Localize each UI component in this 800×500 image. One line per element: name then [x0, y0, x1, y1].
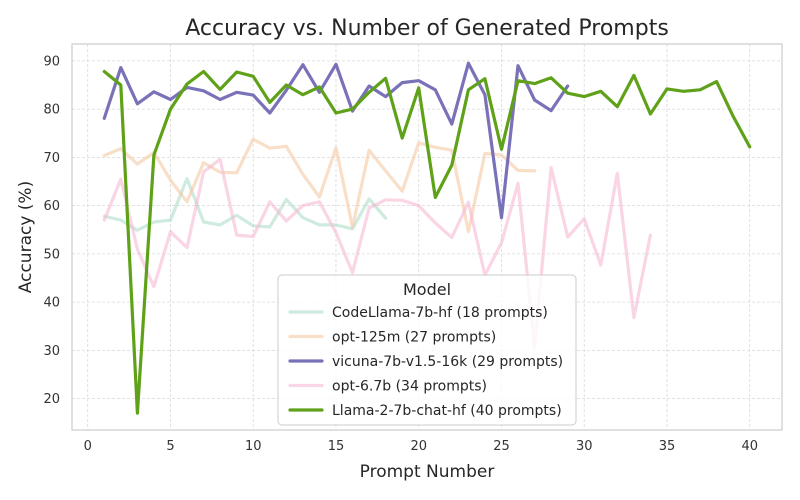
y-tick-label: 50 [43, 247, 60, 262]
legend-label-2: vicuna-7b-v1.5-16k (29 prompts) [332, 354, 563, 370]
x-tick-label: 15 [328, 439, 345, 454]
y-tick-label: 20 [43, 392, 60, 407]
series-line-3 [102, 157, 653, 350]
x-tick-label: 0 [84, 439, 92, 454]
legend-label-0: CodeLlama-7b-hf (18 prompts) [332, 305, 548, 321]
series-group [102, 61, 752, 415]
y-axis-label: Accuracy (%) [16, 181, 36, 293]
legend-items: CodeLlama-7b-hf (18 prompts) opt-125m (27… [288, 305, 563, 419]
y-tick-label: 90 [43, 54, 60, 69]
x-tick-label: 25 [493, 439, 510, 454]
x-tick-label: 35 [659, 439, 676, 454]
x-axis-label: Prompt Number [360, 462, 495, 482]
y-tick-label: 80 [43, 103, 60, 118]
legend-label-3: opt-6.7b (34 prompts) [332, 379, 487, 395]
x-tick-label: 20 [410, 439, 427, 454]
series-line-0 [102, 177, 388, 232]
x-tick-label: 40 [741, 439, 758, 454]
y-tick-label: 60 [43, 199, 60, 214]
plot-frame [71, 43, 783, 431]
y-tick-label: 30 [43, 344, 60, 359]
x-tick-label: 5 [166, 439, 174, 454]
legend-box [277, 274, 577, 426]
chart-title: Accuracy vs. Number of Generated Prompts [185, 16, 669, 41]
series-line-4 [102, 69, 752, 415]
legend-label-4: Llama-2-7b-chat-hf (40 prompts) [332, 403, 562, 419]
series-line-1 [102, 137, 537, 234]
legend-label-1: opt-125m (27 prompts) [332, 330, 496, 346]
x-tick-label: 30 [576, 439, 593, 454]
legend: Model CodeLlama-7b-hf (18 prompts) opt-12… [277, 274, 577, 426]
x-tick-label: 10 [245, 439, 262, 454]
y-tick-label: 40 [43, 296, 60, 311]
tick-labels: 0 5 10 15 20 25 30 35 40 20 30 40 50 60 70 80 90 [43, 54, 758, 454]
legend-title: Model [403, 280, 451, 299]
y-tick-label: 70 [43, 151, 60, 166]
